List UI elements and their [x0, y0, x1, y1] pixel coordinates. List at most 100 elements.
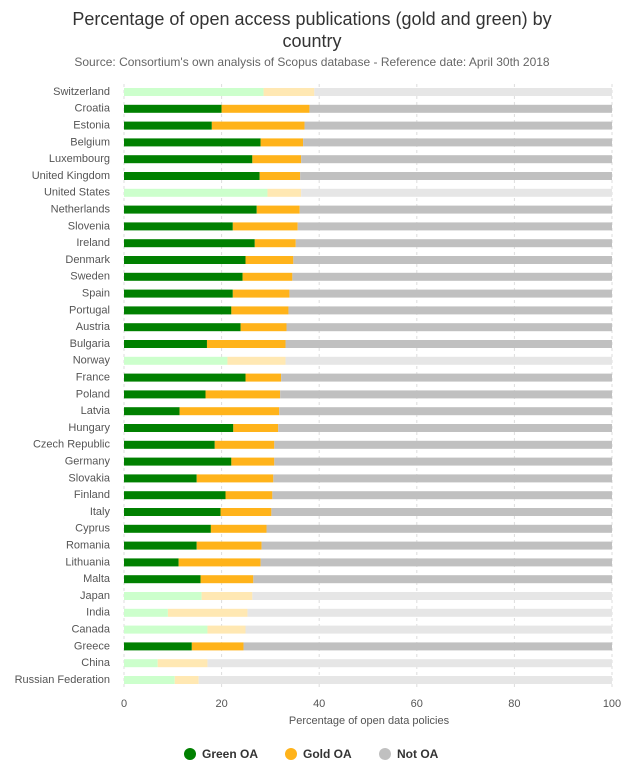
x-tick-label: 60 — [411, 698, 423, 710]
y-tick-label: Switzerland — [53, 86, 110, 98]
x-tick-label: 40 — [313, 698, 325, 710]
y-tick-label: Cyprus — [75, 523, 110, 535]
bar-segment — [297, 222, 612, 231]
x-axis-label: Percentage of open data policies — [289, 715, 450, 727]
bar-segment — [124, 306, 232, 315]
bar-segment — [207, 659, 612, 668]
bar-segment — [124, 356, 228, 365]
bar-segment — [240, 323, 287, 332]
bar-segment — [221, 104, 310, 113]
bar-segment — [278, 424, 612, 432]
bar-segment — [271, 508, 612, 516]
bar-segment — [124, 88, 264, 96]
bar-segment — [288, 306, 612, 315]
bar-segment — [295, 239, 612, 248]
y-tick-label: France — [76, 372, 110, 384]
bar-segment — [124, 659, 158, 668]
bar-segment — [292, 272, 612, 281]
bar-segment — [272, 491, 612, 500]
y-tick-label: Canada — [71, 624, 110, 636]
bar-segment — [200, 575, 254, 584]
y-tick-label: Spain — [82, 288, 110, 300]
bar-segment — [299, 205, 612, 214]
bar-segment — [191, 642, 244, 651]
y-tick-label: Sweden — [70, 271, 110, 283]
bar-segment — [242, 272, 293, 281]
bar-segment — [124, 390, 206, 399]
bar-segment — [227, 356, 286, 365]
y-tick-label: China — [81, 657, 111, 669]
bar-segment — [124, 457, 232, 466]
bar-segment — [300, 172, 612, 180]
y-tick-label: Belgium — [70, 136, 110, 148]
bar-segment — [124, 188, 268, 197]
y-tick-label: Greece — [74, 640, 110, 652]
bar-segment — [124, 104, 222, 113]
x-tick-label: 0 — [121, 698, 127, 710]
bar-segment — [207, 625, 246, 634]
bar-segment — [201, 592, 253, 600]
bar-segment — [205, 390, 281, 399]
legend-marker — [184, 748, 196, 760]
bar-segment — [167, 608, 248, 617]
y-tick-label: Malta — [83, 573, 111, 585]
bar-segment — [304, 121, 612, 130]
bar-segment — [124, 172, 260, 180]
bar-segment — [301, 188, 612, 197]
bar-segment — [196, 541, 262, 550]
bar-segment — [124, 541, 197, 550]
bar-segment — [243, 642, 612, 651]
bar-segment — [260, 558, 612, 567]
y-tick-label: Denmark — [65, 254, 110, 266]
x-tick-label: 80 — [508, 698, 520, 710]
y-tick-label: Romania — [66, 540, 111, 552]
bar-segment — [245, 625, 612, 634]
bar-segment — [124, 340, 207, 348]
chart-title: Percentage of open access publications (… — [72, 9, 551, 51]
bar-segment — [301, 155, 612, 164]
bar-segment — [124, 407, 180, 416]
bar-segment — [210, 524, 267, 533]
y-tick-label: United Kingdom — [32, 170, 110, 182]
bar-segment — [293, 256, 612, 264]
bar-segment — [124, 440, 215, 449]
y-tick-label: Norway — [73, 355, 111, 367]
y-tick-label: Slovakia — [68, 472, 110, 484]
bar-segment — [124, 575, 201, 584]
bar-segment — [198, 676, 612, 684]
bar-segment — [259, 172, 301, 180]
bar-segment — [233, 424, 279, 432]
bar-segment — [273, 474, 612, 483]
bar-segment — [124, 121, 212, 130]
bar-segment — [206, 340, 286, 348]
bar-segment — [247, 608, 613, 617]
bar-segment — [232, 289, 290, 298]
y-tick-label: Lithuania — [65, 556, 111, 568]
bar-segment — [124, 205, 257, 214]
bar-segment — [124, 222, 233, 231]
bar-segment — [314, 88, 612, 96]
x-tick-label: 20 — [215, 698, 227, 710]
y-tick-label: Latvia — [81, 405, 111, 417]
legend-marker — [379, 748, 391, 760]
y-tick-label: Luxembourg — [49, 153, 110, 165]
bar-segment — [274, 440, 612, 449]
y-tick-label: Poland — [76, 388, 110, 400]
legend-label: Gold OA — [303, 747, 352, 761]
bar-segment — [196, 474, 274, 483]
legend-label: Green OA — [202, 747, 258, 761]
bar-segment — [261, 541, 612, 550]
bar-segment — [157, 659, 208, 668]
bar-segment — [211, 121, 305, 130]
bar-segment — [124, 373, 246, 382]
bar-segment — [253, 575, 612, 584]
y-tick-label: Ireland — [76, 237, 110, 249]
bar-segment — [266, 524, 612, 533]
bar-segment — [285, 356, 612, 365]
bar-segment — [231, 457, 275, 466]
y-tick-label: Japan — [80, 590, 110, 602]
y-tick-label: Portugal — [69, 304, 110, 316]
bar-segment — [124, 323, 241, 332]
bar-segment — [178, 558, 261, 567]
bar-segment — [124, 138, 261, 147]
